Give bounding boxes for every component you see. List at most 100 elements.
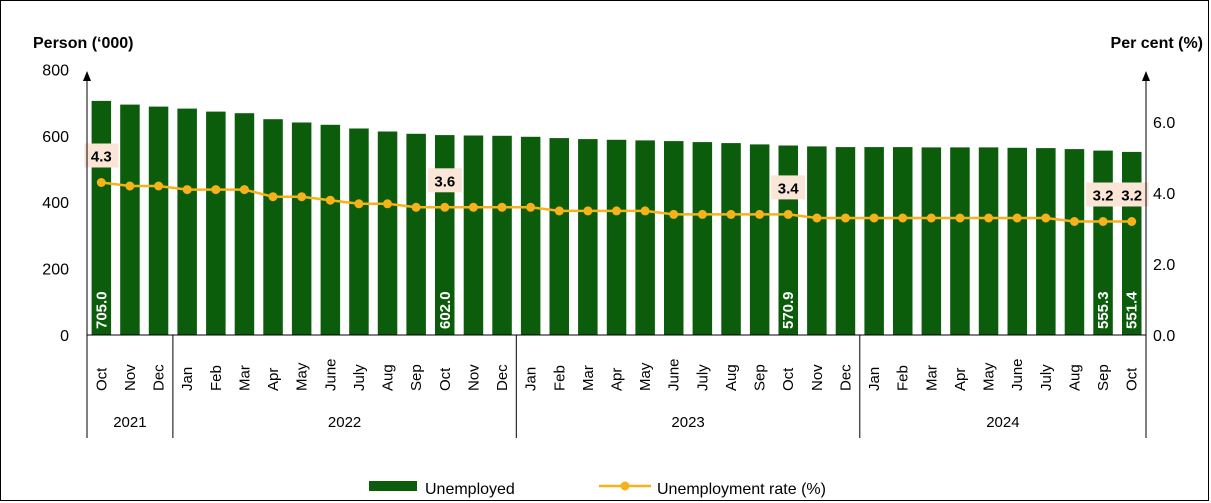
- x-tick-label-month: Nov: [465, 364, 482, 391]
- rate-point: [325, 195, 335, 205]
- x-year-label: 2024: [986, 414, 1019, 431]
- bar-unemployed: [406, 133, 426, 335]
- x-tick-label-month: Mar: [580, 365, 597, 391]
- bar-unemployed: [148, 106, 169, 335]
- rate-point: [354, 199, 364, 209]
- bar-unemployed: [893, 147, 913, 335]
- rate-label-box: [84, 143, 119, 168]
- x-tick-label-month: Mar: [236, 365, 253, 391]
- y-left-axis-title: Person (‘000): [33, 35, 133, 52]
- bar-unemployed: [263, 119, 283, 335]
- rate-point: [211, 185, 221, 195]
- bar-unemployed: [664, 141, 684, 335]
- rate-point: [554, 206, 564, 216]
- bar-unemployed: [463, 135, 484, 335]
- x-tick-label-month: May: [981, 362, 998, 391]
- bar-value-label: 570.9: [780, 291, 797, 329]
- rate-point: [869, 213, 879, 223]
- bar-unemployed: [549, 138, 569, 335]
- rate-point: [1069, 217, 1079, 226]
- rate-value-label: 3.4: [778, 180, 800, 197]
- x-tick-label-month: Oct: [780, 367, 797, 391]
- rate-point: [1012, 213, 1022, 223]
- x-year-label: 2022: [328, 414, 361, 431]
- bar-unemployed: [377, 131, 398, 335]
- x-tick-label-month: Feb: [551, 365, 568, 391]
- bar-unemployed: [835, 147, 856, 335]
- x-tick-label-month: Dec: [494, 364, 511, 391]
- rate-point: [1041, 213, 1051, 223]
- rate-point: [96, 178, 106, 187]
- x-tick-label-month: Feb: [208, 365, 225, 391]
- bar-unemployed: [1036, 148, 1056, 335]
- bar-unemployed: [120, 104, 140, 335]
- rate-point: [726, 209, 736, 219]
- rate-point: [926, 213, 936, 223]
- x-tick-label-month: Jan: [179, 367, 196, 391]
- bar-value-label: 551.4: [1124, 291, 1141, 329]
- x-tick-label-month: Oct: [1124, 367, 1141, 391]
- rate-point: [583, 206, 593, 216]
- x-tick-label-month: Sep: [1095, 364, 1112, 391]
- bar-value-label: 555.3: [1095, 291, 1112, 329]
- rate-point: [383, 199, 392, 209]
- rate-point: [841, 213, 850, 223]
- x-tick-label-month: June: [666, 358, 683, 391]
- x-tick-label-month: July: [351, 364, 368, 391]
- bar-value-label: 705.0: [93, 291, 110, 329]
- y-right-tick-label: 0.0: [1153, 328, 1175, 345]
- rate-point: [239, 185, 249, 195]
- x-tick-label-month: Dec: [838, 364, 855, 391]
- bar-unemployed: [1007, 147, 1027, 335]
- rate-label-box: [771, 175, 806, 200]
- bar-unemployed: [692, 142, 713, 335]
- bar-unemployed: [606, 139, 627, 335]
- x-tick-label-month: Dec: [151, 364, 168, 391]
- x-tick-label-month: Jan: [866, 367, 883, 391]
- bar-unemployed: [520, 136, 541, 335]
- y-left-tick-label: 200: [42, 262, 69, 279]
- rate-point: [497, 202, 507, 212]
- bar-unemployed: [921, 147, 942, 335]
- bar-unemployed: [1064, 149, 1085, 335]
- rate-point: [297, 192, 307, 202]
- x-tick-label-month: June: [322, 358, 339, 391]
- legend-swatch-rate-marker: [620, 481, 630, 491]
- x-tick-label-month: Nov: [809, 364, 826, 391]
- rate-point: [697, 209, 707, 219]
- x-tick-label-month: Sep: [752, 364, 769, 391]
- rate-value-label: 4.3: [91, 149, 112, 166]
- x-tick-label-month: Nov: [122, 364, 139, 391]
- x-tick-label-month: Oct: [437, 367, 454, 391]
- x-tick-label-month: Apr: [952, 368, 969, 391]
- y-right-axis-arrow: [1142, 71, 1150, 81]
- bar-unemployed: [721, 143, 741, 335]
- bar-unemployed: [177, 108, 197, 335]
- bar-unemployed: [291, 122, 312, 335]
- x-tick-label-month: Feb: [895, 365, 912, 391]
- y-right-tick-label: 6.0: [1153, 115, 1175, 132]
- rate-point: [612, 206, 621, 216]
- y-left-axis-arrow: [83, 71, 91, 81]
- rate-label-box: [427, 168, 462, 193]
- x-tick-label-month: May: [294, 362, 311, 391]
- rate-point: [955, 213, 965, 223]
- x-tick-label-month: July: [694, 364, 711, 391]
- bar-unemployed: [950, 147, 970, 335]
- x-tick-label-month: Aug: [723, 364, 740, 391]
- legend-swatch-unemployed: [369, 481, 417, 491]
- x-tick-label-month: Mar: [923, 365, 940, 391]
- bar-unemployed: [578, 139, 598, 335]
- rate-point: [154, 181, 164, 191]
- y-left-tick-label: 400: [42, 195, 69, 212]
- y-left-tick-label: 600: [42, 129, 69, 146]
- x-tick-label-month: Aug: [380, 364, 397, 391]
- rate-point: [984, 213, 994, 223]
- rate-point: [411, 202, 421, 212]
- bar-unemployed: [234, 113, 255, 335]
- bar-unemployed: [749, 144, 770, 335]
- x-tick-label-month: Sep: [408, 364, 425, 391]
- bar-unemployed: [864, 147, 884, 335]
- rate-point: [669, 209, 679, 219]
